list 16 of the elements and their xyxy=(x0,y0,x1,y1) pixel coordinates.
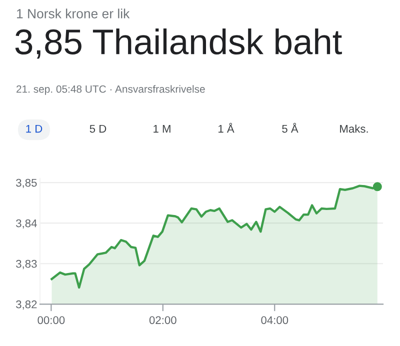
x-tick-label: 04:00 xyxy=(261,316,288,324)
chart-title: 3,85 Thailandsk baht xyxy=(15,28,342,59)
text: 5 Å xyxy=(282,122,298,133)
text: 5 D xyxy=(90,124,106,133)
x-tick-label: 02:00 xyxy=(149,316,176,324)
chart-subtitle: 1 Norsk krone er lik xyxy=(17,8,130,18)
text: 1 M xyxy=(154,124,170,133)
text: 1 D xyxy=(26,124,42,133)
y-tick-label: 3,82 xyxy=(16,300,37,310)
text: 21. sep. 05:48 UTC · Ansvarsfraskrivelse xyxy=(16,85,205,95)
x-tick-label: 00:00 xyxy=(38,316,65,324)
y-tick-label: 3,84 xyxy=(16,219,37,229)
y-tick-label: 3,83 xyxy=(16,260,37,270)
y-tick-label: 3,85 xyxy=(16,178,37,188)
text: Maks. xyxy=(340,124,368,133)
text: 1 Å xyxy=(218,122,234,133)
